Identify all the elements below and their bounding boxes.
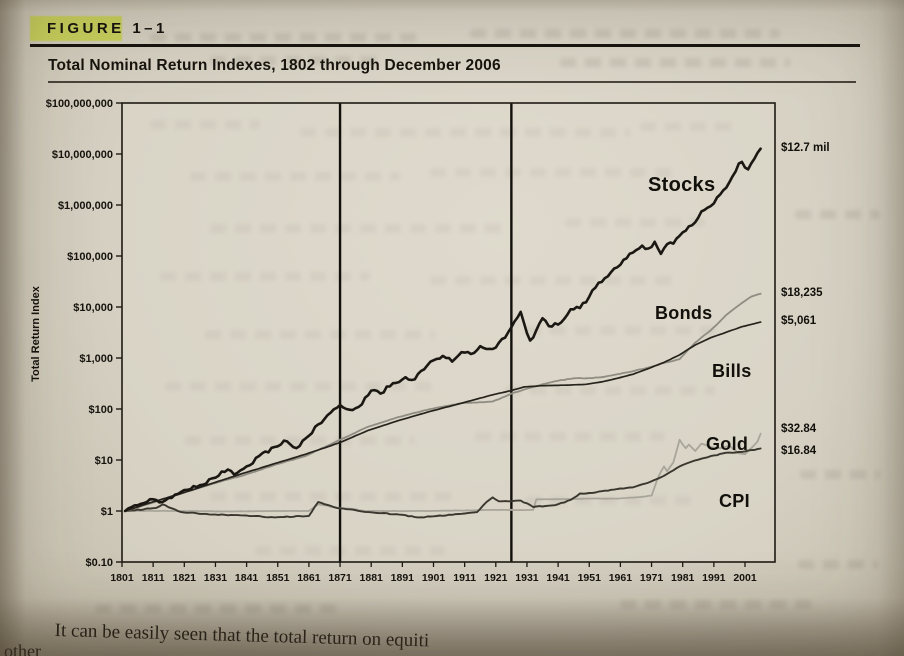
bleedthrough-smudge xyxy=(150,33,420,42)
bleedthrough-smudge xyxy=(205,330,435,339)
end-label-bills: $5,061 xyxy=(781,315,817,328)
bleedthrough-smudge xyxy=(620,600,820,609)
end-label-bonds: $18,235 xyxy=(781,286,823,299)
highlighter-mark xyxy=(30,16,122,41)
series-label-gold: Gold xyxy=(706,434,749,454)
figure-label: FIGURE 1–1 xyxy=(47,20,168,37)
bleedthrough-smudge xyxy=(430,276,680,285)
bleedthrough-smudge xyxy=(165,382,435,391)
bleedthrough-smudge xyxy=(185,436,415,445)
bleedthrough-smudge xyxy=(160,272,370,281)
bleedthrough-smudge xyxy=(800,470,880,479)
bleedthrough-smudge xyxy=(470,29,780,38)
bleedthrough-smudge xyxy=(798,560,878,569)
title-underline xyxy=(48,81,856,83)
end-label-cpi: $16.84 xyxy=(781,445,817,458)
bleedthrough-smudge xyxy=(210,492,460,501)
bleedthrough-smudge xyxy=(565,218,705,227)
bleedthrough-smudge xyxy=(525,496,695,505)
bleedthrough-smudge xyxy=(255,546,445,555)
bleedthrough-smudge xyxy=(475,432,665,441)
series-label-bills: Bills xyxy=(712,361,752,381)
end-label-gold: $32.84 xyxy=(781,422,817,435)
bleedthrough-smudge xyxy=(560,58,790,67)
end-label-stocks: $12.7 mil xyxy=(781,141,830,154)
bleedthrough-smudge xyxy=(795,210,880,219)
bleedthrough-smudge xyxy=(150,120,260,129)
bleedthrough-smudge xyxy=(190,172,400,181)
chart-title: Total Nominal Return Indexes, 1802 throu… xyxy=(48,57,501,74)
caption-fragment: other xyxy=(4,641,41,656)
bleedthrough-smudge xyxy=(505,386,715,395)
series-label-bonds: Bonds xyxy=(655,303,713,323)
series-label-cpi: CPI xyxy=(719,491,750,511)
bleedthrough-smudge xyxy=(430,168,680,177)
bleedthrough-smudge xyxy=(640,122,740,131)
bleedthrough-smudge xyxy=(525,326,715,335)
y-axis-title: Total Return Index xyxy=(30,286,42,382)
series-label-stocks: Stocks xyxy=(648,174,716,196)
bleedthrough-smudge xyxy=(300,128,630,137)
bleedthrough-smudge xyxy=(210,224,510,233)
figure-rule xyxy=(30,44,860,47)
bleedthrough-smudge xyxy=(95,604,345,613)
